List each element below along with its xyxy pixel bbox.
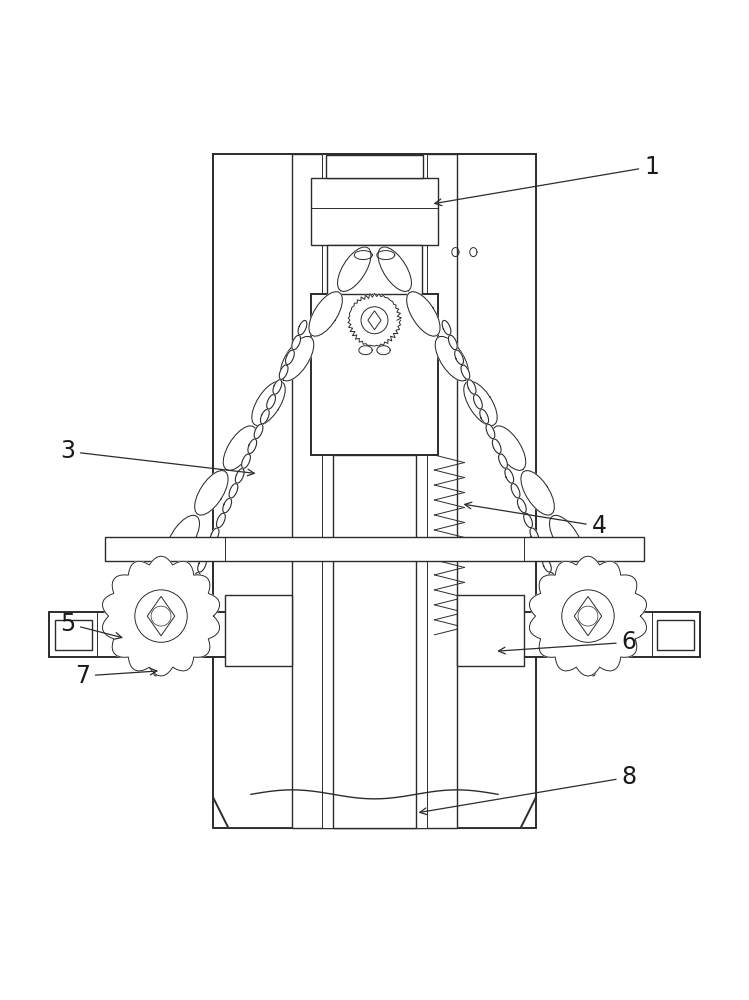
- Polygon shape: [222, 498, 231, 513]
- Polygon shape: [568, 617, 577, 631]
- Polygon shape: [549, 572, 557, 587]
- Polygon shape: [192, 572, 200, 587]
- Polygon shape: [542, 558, 551, 572]
- Text: 7: 7: [75, 664, 157, 688]
- Bar: [49, 612, 288, 657]
- Text: 4: 4: [464, 502, 607, 538]
- Polygon shape: [521, 471, 554, 515]
- Polygon shape: [235, 469, 244, 483]
- Polygon shape: [518, 498, 527, 513]
- Bar: [311, 178, 438, 245]
- Polygon shape: [555, 587, 564, 602]
- Polygon shape: [378, 247, 411, 292]
- Polygon shape: [435, 337, 469, 381]
- Polygon shape: [280, 337, 314, 381]
- Polygon shape: [185, 587, 194, 602]
- Polygon shape: [486, 424, 495, 439]
- Polygon shape: [292, 335, 300, 350]
- Polygon shape: [461, 365, 470, 379]
- Bar: [333, 455, 416, 828]
- Polygon shape: [505, 469, 514, 483]
- Polygon shape: [480, 409, 488, 424]
- Text: 5: 5: [60, 612, 122, 639]
- Polygon shape: [561, 602, 570, 617]
- Polygon shape: [179, 602, 188, 617]
- Polygon shape: [242, 454, 250, 468]
- Polygon shape: [449, 335, 457, 350]
- Polygon shape: [103, 556, 219, 676]
- Polygon shape: [298, 320, 307, 335]
- Polygon shape: [348, 293, 401, 346]
- Circle shape: [151, 606, 171, 626]
- Bar: [457, 595, 524, 666]
- Polygon shape: [273, 380, 282, 394]
- Polygon shape: [492, 439, 501, 453]
- Polygon shape: [198, 558, 207, 572]
- Polygon shape: [511, 483, 520, 498]
- Polygon shape: [338, 247, 371, 292]
- Polygon shape: [166, 515, 199, 560]
- Text: 6: 6: [499, 630, 637, 654]
- Polygon shape: [442, 320, 451, 335]
- Polygon shape: [586, 661, 595, 676]
- Polygon shape: [309, 292, 342, 336]
- Polygon shape: [530, 528, 539, 542]
- Polygon shape: [213, 154, 536, 828]
- Bar: [461, 612, 700, 657]
- Polygon shape: [248, 439, 257, 453]
- Bar: [292, 154, 457, 828]
- Polygon shape: [530, 556, 646, 676]
- Polygon shape: [267, 395, 276, 409]
- Polygon shape: [464, 381, 497, 426]
- Bar: [311, 294, 438, 455]
- Polygon shape: [524, 513, 533, 528]
- Bar: [657, 620, 694, 650]
- Polygon shape: [550, 515, 583, 560]
- Circle shape: [361, 307, 388, 334]
- Polygon shape: [254, 424, 263, 439]
- Polygon shape: [216, 513, 225, 528]
- Text: 1: 1: [434, 155, 659, 206]
- Circle shape: [135, 590, 187, 642]
- Polygon shape: [492, 426, 526, 470]
- Polygon shape: [407, 292, 440, 336]
- Bar: [326, 155, 423, 178]
- Bar: [105, 537, 644, 561]
- Polygon shape: [172, 617, 181, 631]
- Polygon shape: [229, 483, 238, 498]
- Polygon shape: [574, 632, 583, 646]
- Circle shape: [578, 606, 598, 626]
- Polygon shape: [473, 395, 482, 409]
- Polygon shape: [195, 471, 228, 515]
- Polygon shape: [210, 528, 219, 542]
- Bar: [225, 595, 292, 666]
- Bar: [55, 620, 92, 650]
- Polygon shape: [499, 454, 507, 468]
- Bar: [322, 154, 427, 828]
- Text: 3: 3: [60, 439, 254, 476]
- Polygon shape: [160, 647, 169, 661]
- Circle shape: [562, 590, 614, 642]
- Polygon shape: [252, 381, 285, 426]
- Bar: [327, 245, 422, 294]
- Polygon shape: [223, 426, 257, 470]
- Polygon shape: [536, 543, 545, 557]
- Polygon shape: [154, 661, 163, 676]
- Polygon shape: [285, 350, 294, 364]
- Polygon shape: [279, 365, 288, 379]
- Text: 8: 8: [419, 765, 637, 815]
- Polygon shape: [166, 632, 175, 646]
- Polygon shape: [261, 409, 269, 424]
- Polygon shape: [204, 543, 213, 557]
- Polygon shape: [455, 350, 464, 365]
- Bar: [213, 154, 536, 828]
- Polygon shape: [467, 380, 476, 394]
- Polygon shape: [580, 647, 589, 661]
